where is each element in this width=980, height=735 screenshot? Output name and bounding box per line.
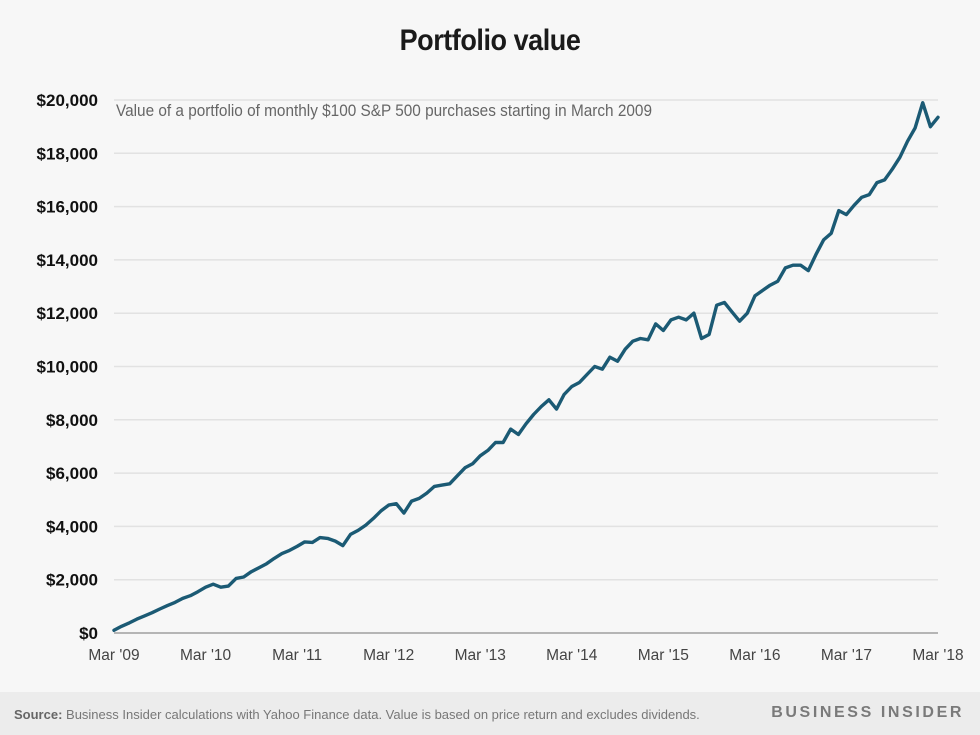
y-tick-label: $20,000 — [37, 91, 98, 110]
y-tick-label: $18,000 — [37, 144, 98, 163]
series-line-portfolio-value — [112, 101, 940, 632]
y-tick-label: $12,000 — [37, 304, 98, 323]
y-tick-label: $8,000 — [46, 411, 98, 430]
y-tick-label: $14,000 — [37, 251, 98, 270]
x-axis-labels: Mar '09 Mar '10 Mar '11 Mar '12 Mar '13 Mar '… — [88, 647, 963, 664]
brand-logo: BUSINESS INSIDER — [771, 704, 964, 721]
gridlines — [114, 99, 938, 581]
y-tick-label: $0 — [79, 624, 98, 643]
x-tick-label: Mar '12 — [363, 647, 414, 664]
source-text: Business Insider calculations with Yahoo… — [62, 707, 700, 722]
line-chart: $0 $2,000 $4,000 $6,000 $8,000 $10,000 $12,000… — [37, 91, 964, 664]
y-tick-label: $6,000 — [46, 464, 98, 483]
x-tick-label: Mar '14 — [546, 647, 598, 664]
y-tick-label: $2,000 — [46, 571, 98, 590]
x-tick-label: Mar '15 — [638, 647, 689, 664]
x-tick-label: Mar '13 — [455, 647, 506, 664]
chart-subtitle: Value of a portfolio of monthly $100 S&P… — [116, 102, 652, 120]
y-tick-label: $10,000 — [37, 358, 98, 377]
x-tick-label: Mar '18 — [912, 647, 963, 664]
x-tick-label: Mar '17 — [821, 647, 872, 664]
footer: Source: Business Insider calculations wi… — [0, 692, 980, 735]
x-tick-label: Mar '09 — [88, 647, 139, 664]
y-axis-labels: $0 $2,000 $4,000 $6,000 $8,000 $10,000 $12,000… — [37, 91, 98, 643]
x-tick-label: Mar '11 — [272, 647, 322, 664]
y-tick-label: $16,000 — [37, 198, 98, 217]
source-note: Source: Business Insider calculations wi… — [14, 707, 700, 722]
y-tick-label: $4,000 — [46, 517, 98, 536]
chart-title: Portfolio value — [399, 24, 581, 57]
x-tick-label: Mar '16 — [729, 647, 780, 664]
source-label: Source: — [14, 707, 63, 722]
x-tick-label: Mar '10 — [180, 647, 232, 664]
